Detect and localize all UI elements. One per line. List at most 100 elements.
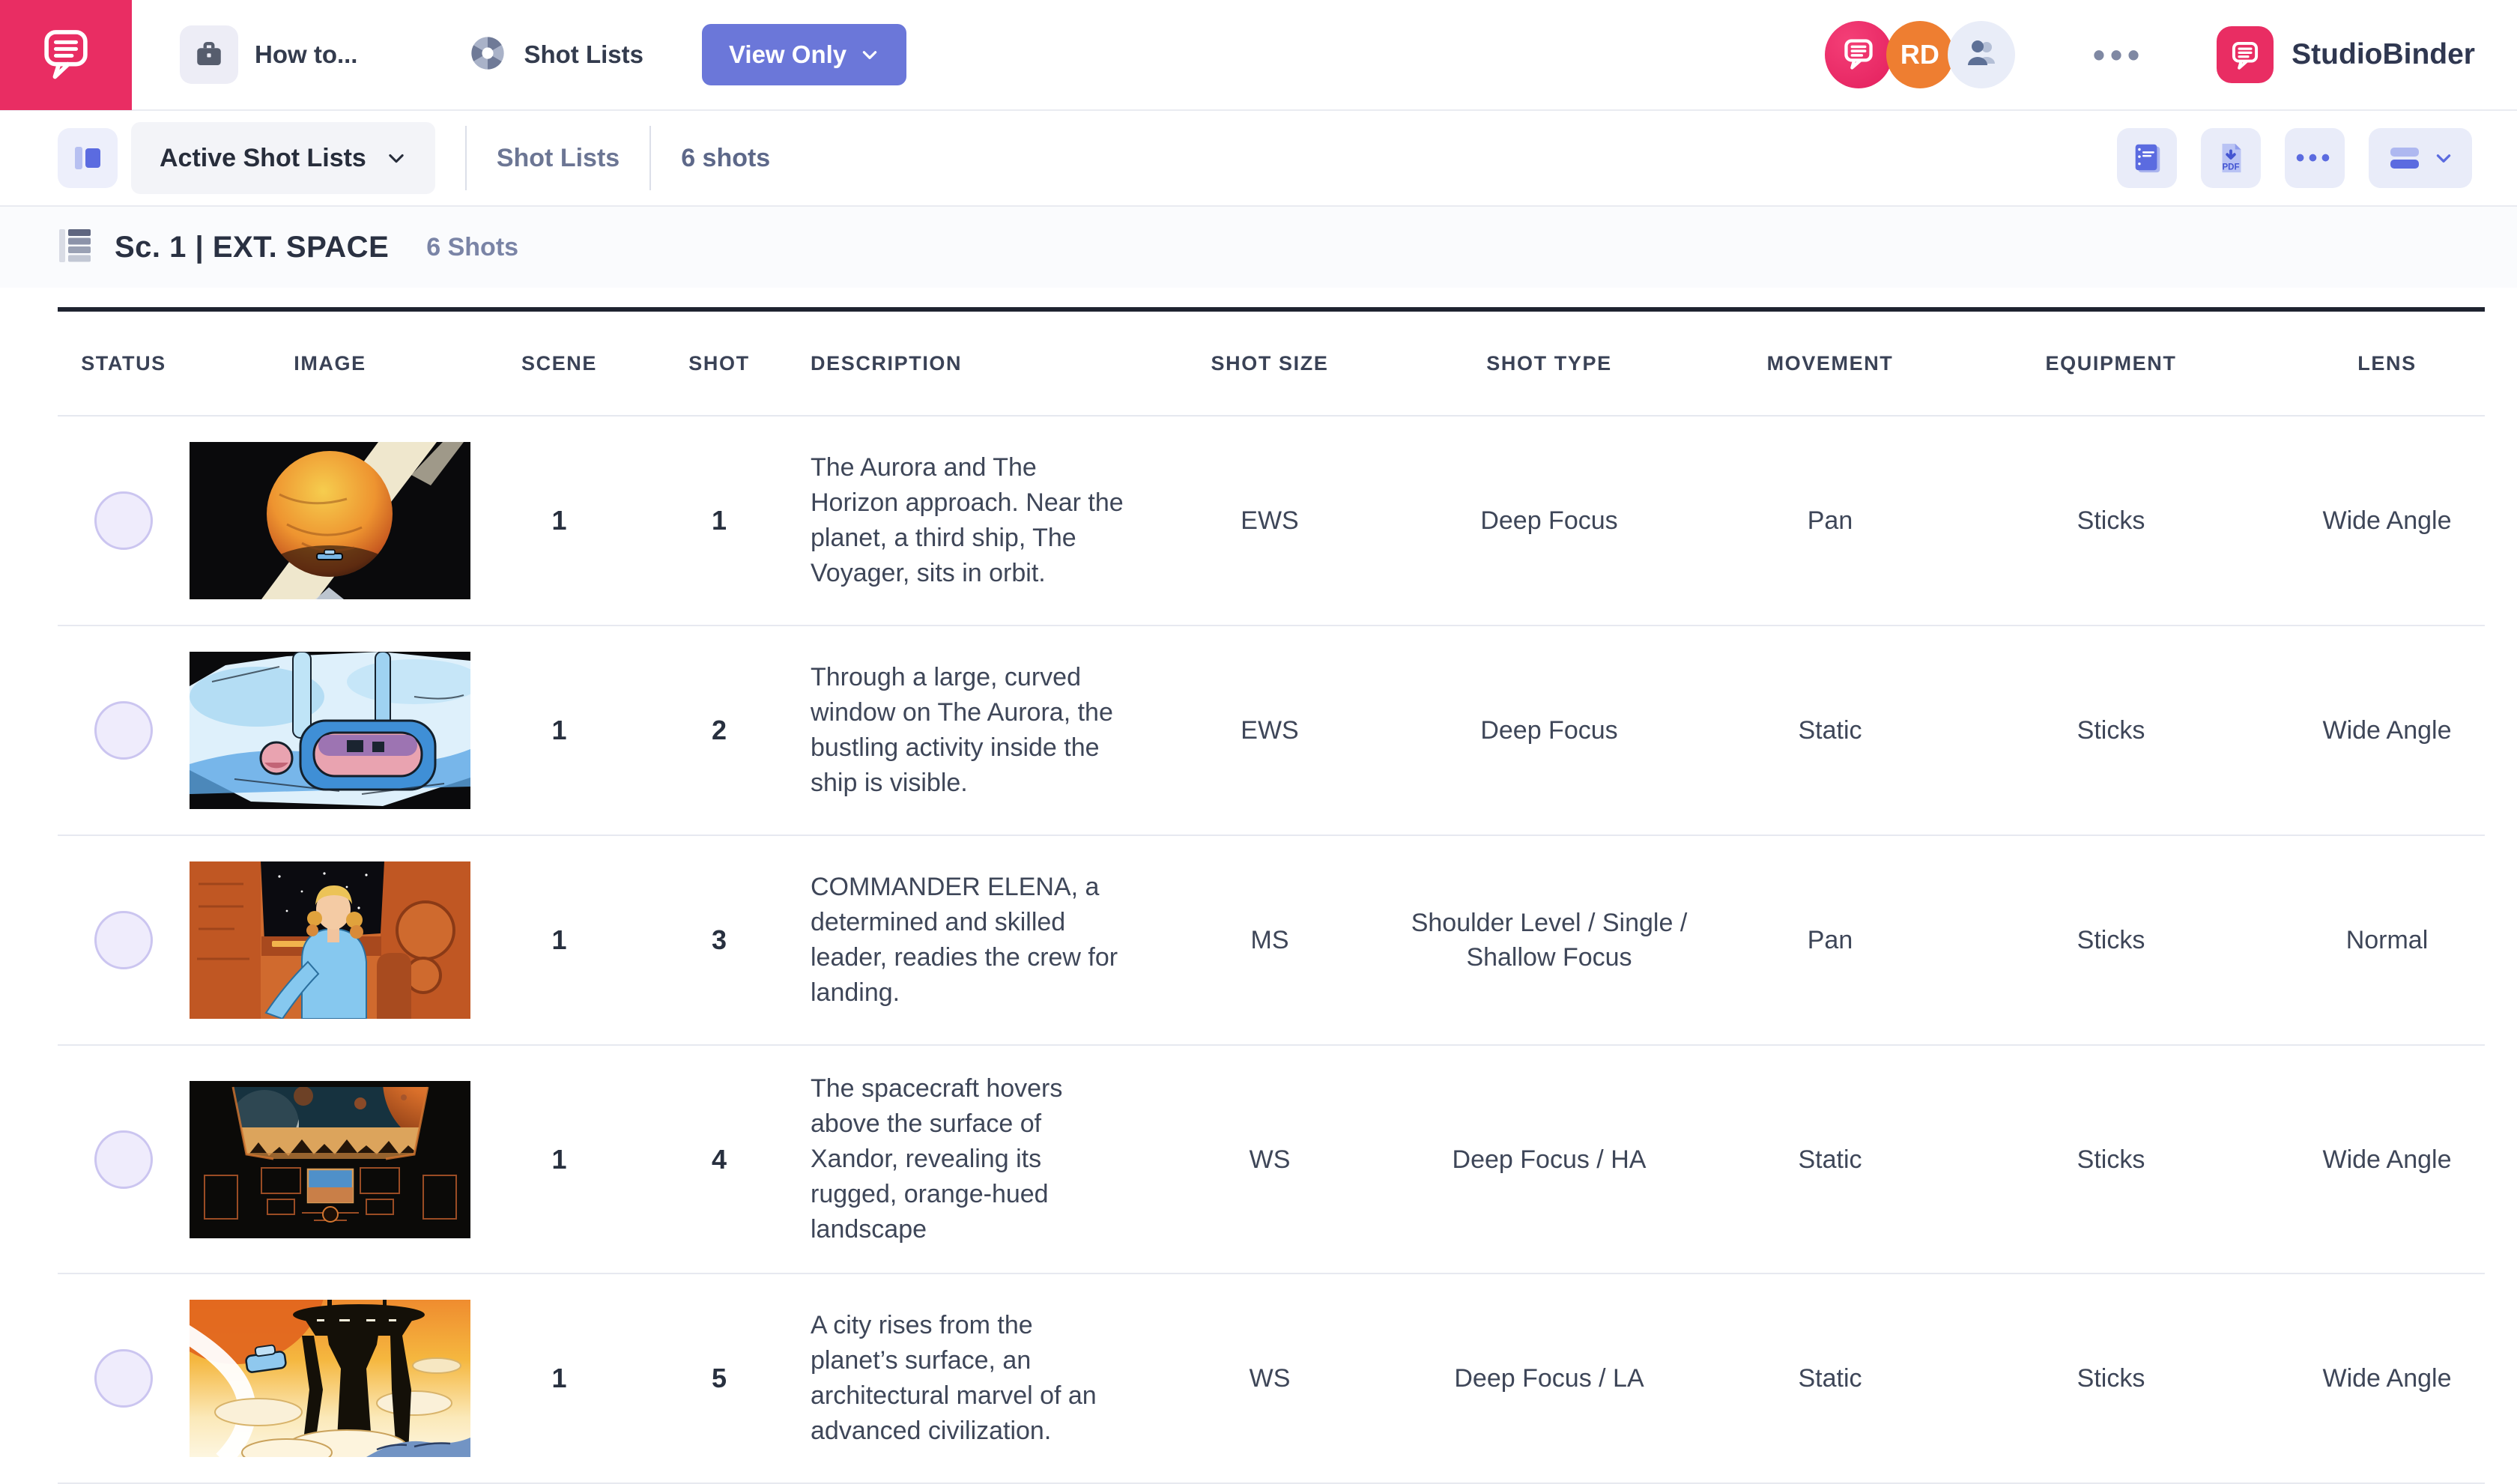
shot-description: COMMANDER ELENA, a determined and skille… bbox=[811, 873, 1118, 1007]
user-avatar[interactable]: RD bbox=[1886, 21, 1954, 88]
pdf-download-icon: PDF bbox=[2222, 143, 2241, 173]
shot-type: Deep Focus / HA bbox=[1452, 1145, 1647, 1174]
lens: Wide Angle bbox=[2322, 1364, 2452, 1393]
status-toggle[interactable] bbox=[94, 701, 153, 760]
shot-number: 4 bbox=[711, 1143, 727, 1175]
scene-number: 1 bbox=[551, 924, 567, 955]
shot-number: 5 bbox=[711, 1363, 727, 1393]
movement: Static bbox=[1798, 1364, 1862, 1393]
sidebar-layout-icon bbox=[75, 147, 100, 169]
lens: Wide Angle bbox=[2322, 506, 2452, 535]
shot-description: A city rises from the planet’s surface, … bbox=[811, 1311, 1097, 1445]
studiobinder-home-link[interactable]: StudioBinder bbox=[2217, 26, 2475, 83]
chevron-down-icon bbox=[389, 154, 404, 163]
studiobinder-mini-logo-icon bbox=[2217, 26, 2274, 83]
scene-number: 1 bbox=[551, 1143, 567, 1175]
more-dots-icon: ••• bbox=[2295, 144, 2334, 172]
equipment: Sticks bbox=[2077, 1364, 2145, 1393]
col-header-description: DESCRIPTION bbox=[811, 351, 963, 375]
project-label: How to... bbox=[255, 40, 358, 68]
row-layout-button[interactable] bbox=[2369, 128, 2472, 188]
scene-header: Sc. 1 | EXT. SPACE 6 Shots bbox=[0, 207, 2517, 288]
chevron-down-icon bbox=[2436, 154, 2451, 163]
movement: Static bbox=[1798, 1145, 1862, 1174]
shot-type: Deep Focus bbox=[1480, 716, 1618, 745]
shot-description: The Aurora and The Horizon approach. Nea… bbox=[811, 453, 1124, 587]
col-header-status: STATUS bbox=[81, 351, 166, 375]
top-navigation-bar: How to... Shot Lists View Only bbox=[0, 0, 2517, 111]
storyboard-thumbnail-ship-hull[interactable] bbox=[190, 652, 470, 809]
col-header-image: IMAGE bbox=[294, 351, 366, 375]
storyboard-thumbnail-tower-city[interactable] bbox=[190, 1300, 470, 1457]
aperture-icon bbox=[468, 34, 507, 76]
shot-count-label: 6 shots bbox=[681, 143, 771, 172]
toolbar-right-cluster: PDF ••• bbox=[2117, 128, 2472, 188]
storyboard-thumbnail-commander[interactable] bbox=[190, 861, 470, 1019]
active-shot-lists-selector[interactable]: Active Shot Lists bbox=[131, 122, 435, 194]
toggle-sidebar-button[interactable] bbox=[58, 128, 118, 188]
status-toggle[interactable] bbox=[94, 1349, 153, 1408]
shot-size: MS bbox=[1250, 926, 1289, 954]
shot-lists-nav-item[interactable]: Shot Lists bbox=[468, 34, 643, 76]
equipment: Sticks bbox=[2077, 716, 2145, 745]
shot-row-3: 1 3 COMMANDER ELENA, a determined and sk… bbox=[58, 836, 2485, 1046]
studiobinder-logo-block[interactable] bbox=[0, 0, 132, 110]
breadcrumb[interactable]: Shot Lists bbox=[496, 143, 620, 172]
storyboard-thumbnail-planet[interactable] bbox=[190, 442, 470, 599]
scene-shot-count: 6 Shots bbox=[426, 232, 519, 261]
scene-title: Sc. 1 | EXT. SPACE bbox=[115, 230, 390, 264]
studiobinder-wordmark: StudioBinder bbox=[2292, 38, 2475, 70]
equipment: Sticks bbox=[2077, 506, 2145, 535]
avatar-initials: RD bbox=[1900, 39, 1939, 70]
scene-number: 1 bbox=[551, 1363, 567, 1393]
more-actions-button[interactable]: ••• bbox=[2285, 128, 2345, 188]
studiobinder-bubble-icon bbox=[39, 26, 93, 84]
lens: Wide Angle bbox=[2322, 1145, 2452, 1174]
export-pdf-button[interactable]: PDF bbox=[2201, 128, 2261, 188]
table-header-row: STATUS IMAGE SCENE SHOT DESCRIPTION SHOT… bbox=[58, 312, 2485, 417]
col-header-movement: MOVEMENT bbox=[1766, 351, 1894, 375]
status-toggle[interactable] bbox=[94, 491, 153, 550]
shot-type: Deep Focus bbox=[1480, 506, 1618, 535]
rows-icon bbox=[2390, 148, 2419, 169]
shot-number: 3 bbox=[711, 924, 727, 955]
shot-row-4: 1 4 The spacecraft hovers above the surf… bbox=[58, 1046, 2485, 1274]
col-header-scene: SCENE bbox=[521, 351, 598, 375]
view-only-button[interactable]: View Only bbox=[702, 24, 907, 85]
scene-list-icon[interactable] bbox=[58, 226, 92, 269]
notebook-view-button[interactable] bbox=[2117, 128, 2177, 188]
col-header-lens: LENS bbox=[2357, 351, 2417, 375]
shot-number: 2 bbox=[711, 715, 727, 745]
shot-lists-label: Shot Lists bbox=[524, 40, 643, 68]
col-header-shot: SHOT bbox=[688, 351, 750, 375]
shot-list-table: STATUS IMAGE SCENE SHOT DESCRIPTION SHOT… bbox=[58, 307, 2485, 1484]
status-toggle[interactable] bbox=[94, 911, 153, 969]
shot-row-1: 1 1 The Aurora and The Horizon approach.… bbox=[58, 417, 2485, 626]
shot-description: The spacecraft hovers above the surface … bbox=[811, 1074, 1063, 1244]
top-right-cluster: RD ••• StudioBinder bbox=[1824, 21, 2475, 88]
lens: Normal bbox=[2345, 926, 2429, 954]
studiobinder-bubble-icon bbox=[1841, 36, 1876, 74]
shot-type: Deep Focus / LA bbox=[1454, 1364, 1644, 1393]
brand-avatar[interactable] bbox=[1824, 21, 1892, 88]
active-shot-lists-label: Active Shot Lists bbox=[160, 143, 366, 172]
movement: Static bbox=[1798, 716, 1862, 745]
storyboard-thumbnail-cockpit[interactable] bbox=[190, 1080, 470, 1238]
svg-text:PDF: PDF bbox=[2223, 163, 2240, 172]
status-toggle[interactable] bbox=[94, 1130, 153, 1189]
collaborators-avatar[interactable] bbox=[1947, 21, 2015, 88]
ship-icon bbox=[245, 1344, 287, 1373]
divider bbox=[649, 126, 652, 190]
shot-list-toolbar: Active Shot Lists Shot Lists 6 shots PDF… bbox=[0, 111, 2517, 207]
shot-size: WS bbox=[1249, 1145, 1291, 1174]
scene-number: 1 bbox=[551, 505, 567, 536]
people-icon bbox=[1963, 35, 1999, 75]
overflow-menu-button[interactable]: ••• bbox=[2092, 35, 2145, 74]
col-header-equipment: EQUIPMENT bbox=[2045, 351, 2177, 375]
view-only-label: View Only bbox=[729, 40, 847, 68]
shot-row-5: 1 5 A city rises from the planet’s surfa… bbox=[58, 1274, 2485, 1484]
movement: Pan bbox=[1807, 926, 1853, 954]
project-nav-item[interactable]: How to... bbox=[180, 25, 357, 84]
shot-number: 1 bbox=[711, 505, 727, 536]
shot-size: EWS bbox=[1241, 716, 1299, 745]
